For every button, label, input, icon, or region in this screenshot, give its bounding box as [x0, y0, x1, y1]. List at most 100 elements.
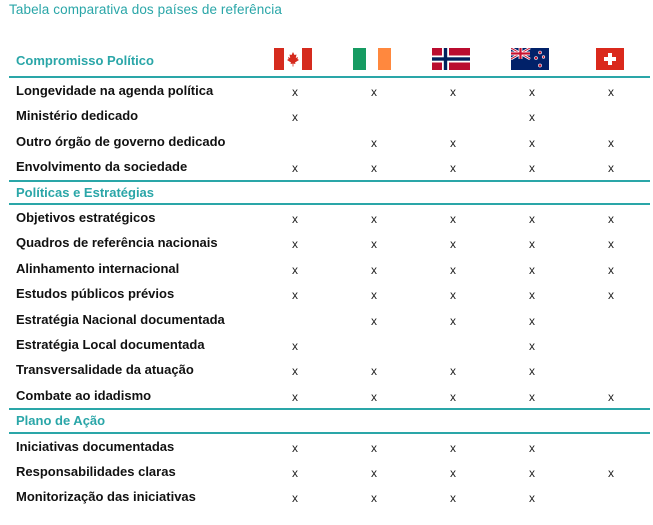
- table-row: Alinhamento internacional x x x x x: [9, 257, 650, 282]
- check-mark: x: [292, 440, 298, 455]
- section-header-row: Políticas e Estratégias: [9, 181, 650, 205]
- check-mark: x: [450, 135, 456, 150]
- check-mark: x: [371, 313, 377, 328]
- check-mark: x: [371, 288, 377, 303]
- check-mark: x: [450, 440, 456, 455]
- check-mark: x: [371, 262, 377, 277]
- check-mark: x: [608, 161, 614, 176]
- canada-flag-icon: [274, 48, 312, 70]
- check-mark: x: [450, 466, 456, 480]
- row-label: Estratégia Nacional documentada: [16, 311, 225, 327]
- table-row: Longevidade na agenda política x x x x x: [9, 79, 650, 104]
- check-mark: x: [371, 237, 377, 252]
- row-label: Objetivos estratégicos: [16, 210, 156, 225]
- check-mark: x: [450, 161, 456, 176]
- table-row: Responsabilidades claras x x x x x: [9, 460, 650, 485]
- ireland-flag-icon: [353, 48, 391, 70]
- check-mark: x: [450, 313, 456, 328]
- check-mark: x: [371, 161, 377, 176]
- row-label: Monitorização das iniciativas: [16, 489, 196, 505]
- row-label: Envolvimento da sociedade: [16, 159, 188, 175]
- check-mark: x: [529, 85, 535, 99]
- check-mark: x: [371, 364, 377, 379]
- section-divider: [9, 203, 650, 205]
- check-mark: x: [292, 466, 298, 480]
- section-divider: [9, 431, 650, 434]
- check-mark: x: [608, 288, 614, 303]
- check-mark: x: [450, 364, 456, 379]
- row-label: Transversalidade da atuação: [16, 362, 194, 378]
- new-zealand-flag-icon: [510, 46, 549, 70]
- table-row: Combate ao idadismo x x x x x: [9, 384, 650, 409]
- table-row: Transversalidade da atuação x x x x: [9, 358, 650, 383]
- check-mark: x: [529, 135, 535, 150]
- section-title: Plano de Ação: [16, 413, 106, 429]
- check-mark: x: [292, 262, 298, 277]
- row-label: Outro órgão de governo dedicado: [16, 133, 226, 149]
- row-label: Longevidade na agenda política: [16, 83, 214, 98]
- check-mark: x: [529, 466, 535, 480]
- table-row: Monitorização das iniciativas x x x x: [9, 485, 650, 510]
- check-mark: x: [529, 364, 535, 379]
- check-mark: x: [371, 212, 377, 226]
- switzerland-flag-icon: [596, 48, 624, 70]
- table-row: Quadros de referência nacionais x x x x x: [9, 231, 650, 256]
- table-row: Objetivos estratégicos x x x x x: [9, 206, 650, 231]
- table-row: Outro órgão de governo dedicado x x x x: [9, 130, 650, 155]
- check-mark: x: [292, 110, 298, 125]
- check-mark: x: [608, 237, 614, 252]
- header-divider: [9, 76, 650, 78]
- check-mark: x: [608, 135, 614, 150]
- check-mark: x: [450, 262, 456, 277]
- check-mark: x: [450, 389, 456, 404]
- check-mark: x: [529, 212, 535, 226]
- check-mark: x: [371, 389, 377, 404]
- table-row: Ministério dedicado x x: [9, 104, 650, 129]
- check-mark: x: [529, 313, 535, 328]
- check-mark: x: [450, 212, 456, 226]
- table-row: Estratégia Nacional documentada x x x: [9, 308, 650, 333]
- check-mark: x: [450, 491, 456, 506]
- section-header-row: Plano de Ação: [9, 409, 650, 433]
- table-row: Envolvimento da sociedade x x x x x: [9, 155, 650, 180]
- check-mark: x: [292, 389, 298, 404]
- check-mark: x: [450, 237, 456, 252]
- check-mark: x: [529, 491, 535, 506]
- check-mark: x: [292, 161, 298, 176]
- check-mark: x: [292, 288, 298, 303]
- check-mark: x: [371, 135, 377, 150]
- check-mark: x: [292, 212, 298, 226]
- row-label: Alinhamento internacional: [16, 260, 180, 276]
- check-mark: x: [371, 466, 377, 480]
- check-mark: x: [292, 339, 298, 353]
- check-mark: x: [292, 491, 298, 506]
- table-row: Iniciativas documentadas x x x x: [9, 435, 650, 460]
- check-mark: x: [529, 288, 535, 303]
- check-mark: x: [450, 85, 456, 99]
- row-label: Estratégia Local documentada: [16, 337, 205, 352]
- check-mark: x: [371, 491, 377, 506]
- check-mark: x: [371, 440, 377, 455]
- row-label: Combate ao idadismo: [16, 387, 152, 403]
- check-mark: x: [292, 364, 298, 379]
- check-mark: x: [529, 237, 535, 252]
- check-mark: x: [371, 85, 377, 99]
- check-mark: x: [529, 161, 535, 176]
- table-header: Compromisso Político: [9, 47, 649, 75]
- check-mark: x: [292, 237, 298, 252]
- check-mark: x: [608, 85, 614, 99]
- check-mark: x: [529, 339, 535, 353]
- row-label: Iniciativas documentadas: [16, 438, 175, 454]
- check-mark: x: [529, 440, 535, 455]
- row-label: Ministério dedicado: [16, 108, 139, 124]
- check-mark: x: [608, 262, 614, 277]
- table-row: Estratégia Local documentada x x: [9, 333, 650, 358]
- section-title-commitment: Compromisso Político: [16, 53, 154, 68]
- check-mark: x: [292, 85, 298, 99]
- norway-flag-icon: [432, 48, 470, 70]
- check-mark: x: [608, 212, 614, 226]
- section-title: Políticas e Estratégias: [16, 184, 155, 200]
- check-mark: x: [529, 262, 535, 277]
- check-mark: x: [529, 110, 535, 125]
- section-divider: [9, 179, 650, 182]
